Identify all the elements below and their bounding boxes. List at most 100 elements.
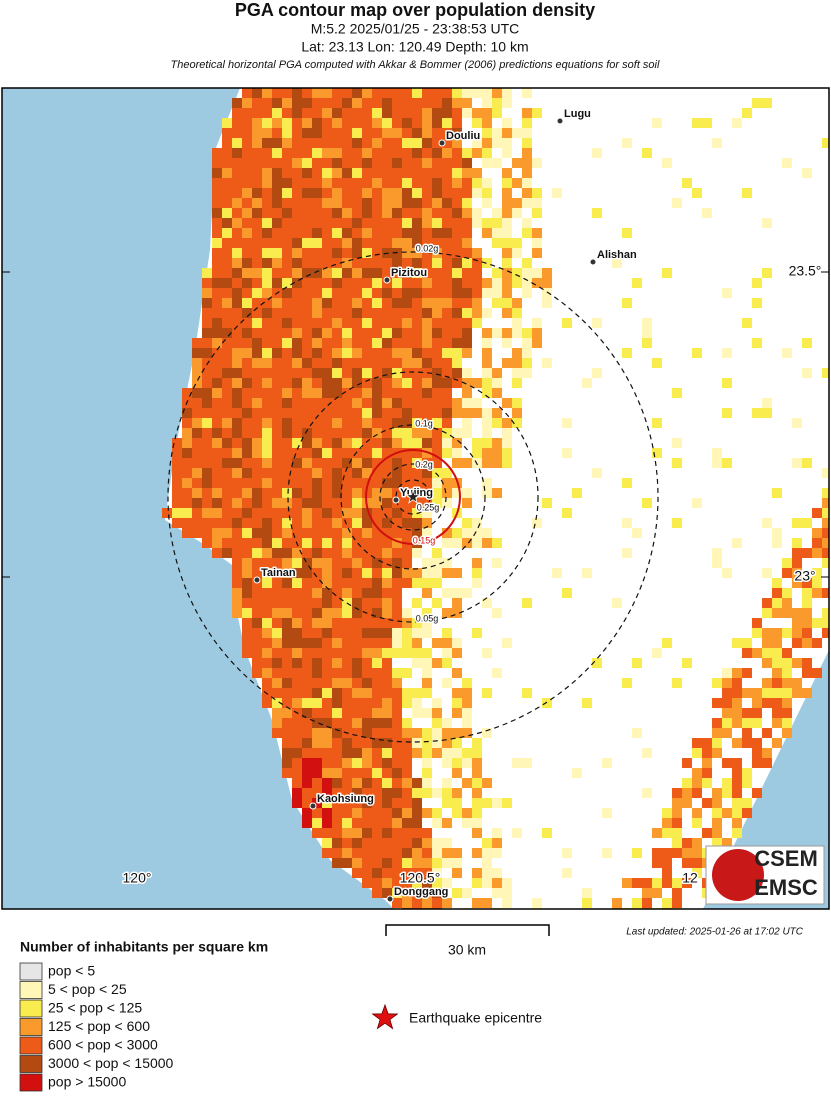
pop-cell (792, 608, 802, 618)
pop-cell (312, 218, 322, 228)
pop-cell (312, 828, 322, 838)
pop-cell (442, 628, 452, 638)
pop-cell (352, 128, 362, 138)
pop-cell (452, 158, 462, 168)
pop-cell (272, 428, 282, 438)
pop-cell (292, 548, 302, 558)
pop-cell (292, 278, 302, 288)
pop-cell (812, 538, 822, 548)
pop-cell (282, 298, 292, 308)
pop-cell (582, 698, 592, 708)
pop-cell (382, 718, 392, 728)
pop-cell (742, 798, 752, 808)
pop-cell (322, 678, 332, 688)
pop-cell (302, 208, 312, 218)
pop-cell (792, 658, 802, 668)
pop-cell (512, 308, 522, 318)
pop-cell (222, 298, 232, 308)
pop-cell (502, 118, 512, 128)
pop-cell (312, 448, 322, 458)
pop-cell (762, 608, 772, 618)
pop-cell (312, 788, 322, 798)
pop-cell (322, 238, 332, 248)
pop-cell (722, 788, 732, 798)
pop-cell (382, 828, 392, 838)
pop-cell (192, 508, 202, 518)
pop-cell (522, 198, 532, 208)
pop-cell (352, 468, 362, 478)
pop-cell (482, 338, 492, 348)
pop-cell (492, 108, 502, 118)
pop-cell (222, 468, 232, 478)
pop-cell (212, 418, 222, 428)
pop-cell (532, 318, 542, 328)
pop-cell (392, 778, 402, 788)
pop-cell (302, 548, 312, 558)
pop-cell (312, 548, 322, 558)
pop-cell (442, 138, 452, 148)
pop-cell (302, 148, 312, 158)
pop-cell (752, 758, 762, 768)
pop-cell (722, 568, 732, 578)
pop-cell (402, 778, 412, 788)
pop-cell (322, 298, 332, 308)
pop-cell (522, 178, 532, 188)
pop-cell (362, 298, 372, 308)
pop-cell (422, 158, 432, 168)
pop-cell (362, 208, 372, 218)
pop-cell (312, 628, 322, 638)
pop-cell (332, 358, 342, 368)
pop-cell (462, 368, 472, 378)
pop-cell (402, 218, 412, 228)
pop-cell (292, 658, 302, 668)
pop-cell (502, 278, 512, 288)
pop-cell (312, 138, 322, 148)
pop-cell (422, 588, 432, 598)
pop-cell (232, 588, 242, 598)
pop-cell (752, 338, 762, 348)
pop-cell (422, 378, 432, 388)
pop-cell (402, 838, 412, 848)
pop-cell (242, 118, 252, 128)
pop-cell (502, 198, 512, 208)
pop-cell (712, 548, 722, 558)
pop-cell (482, 438, 492, 448)
pop-cell (352, 168, 362, 178)
pop-cell (392, 228, 402, 238)
pop-cell (452, 108, 462, 118)
pop-cell (382, 308, 392, 318)
pop-cell (452, 598, 462, 608)
pop-cell (362, 598, 372, 608)
pop-cell (332, 598, 342, 608)
pop-cell (422, 388, 432, 398)
pop-cell (342, 188, 352, 198)
pop-cell (652, 828, 662, 838)
pop-cell (342, 668, 352, 678)
pop-cell (232, 168, 242, 178)
pop-cell (452, 278, 462, 288)
pop-cell (272, 698, 282, 708)
pop-cell (242, 258, 252, 268)
pop-cell (272, 678, 282, 688)
pop-cell (362, 188, 372, 198)
pop-cell (322, 248, 332, 258)
pop-cell (312, 598, 322, 608)
pop-cell (452, 168, 462, 178)
pop-cell (792, 558, 802, 568)
pop-cell (342, 248, 352, 258)
pop-cell (222, 408, 232, 418)
pop-cell (782, 688, 792, 698)
pop-cell (342, 588, 352, 598)
pop-cell (382, 328, 392, 338)
pop-cell (412, 88, 422, 98)
pop-cell (282, 528, 292, 538)
pop-cell (412, 708, 422, 718)
pop-cell (422, 748, 432, 758)
pop-cell (292, 148, 302, 158)
pop-cell (382, 408, 392, 418)
pop-cell (332, 658, 342, 668)
pop-cell (432, 428, 442, 438)
pop-cell (202, 298, 212, 308)
pop-cell (792, 618, 802, 628)
pop-cell (512, 178, 522, 188)
